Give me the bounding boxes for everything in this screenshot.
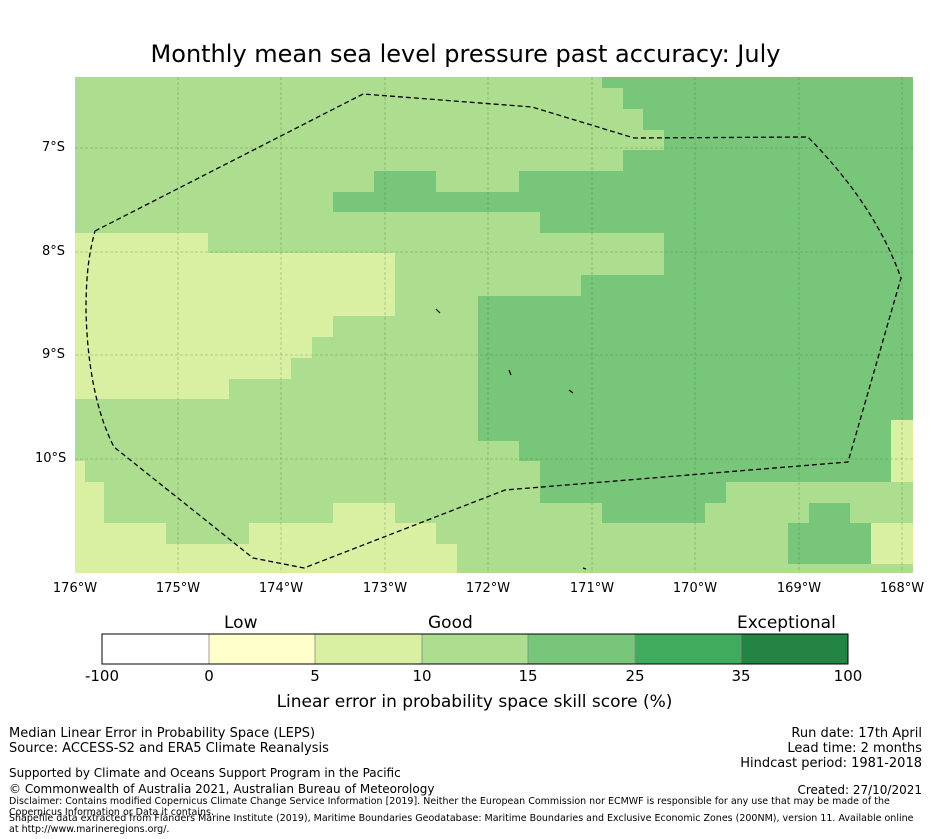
island-atafu [435, 308, 441, 314]
lon-label: 171°W [569, 581, 615, 596]
map-title: Monthly mean sea level pressure past acc… [150, 40, 781, 68]
method-text: Median Linear Error in Probability Space… [9, 726, 316, 741]
hindcast-text: Hindcast period: 1981-2018 [740, 756, 922, 771]
lat-label: 7°S [42, 140, 66, 155]
colorbar-tick: 25 [625, 667, 645, 685]
colorbar-label: Linear error in probability space skill … [276, 692, 673, 712]
graticule [75, 77, 913, 573]
lat-label: 8°S [42, 244, 66, 259]
support-text: Supported by Climate and Oceans Support … [9, 766, 401, 780]
colorbar-tick: 100 [833, 667, 863, 685]
shapefile-text: Shapefile data extracted from Flanders M… [9, 813, 914, 835]
lon-label: 176°W [52, 581, 98, 596]
colorbar-tick: 0 [204, 667, 214, 685]
islands [435, 308, 587, 570]
colorbar-category-exceptional: Exceptional [737, 613, 836, 633]
source-text: Source: ACCESS-S2 and ERA5 Climate Reana… [9, 741, 329, 756]
high-skill-regions [333, 77, 913, 564]
disclaimer-text: Disclaimer: Contains modified Copernicus… [9, 796, 890, 818]
lat-label: 9°S [42, 347, 66, 362]
colorbar-tick: 5 [310, 667, 320, 685]
low-skill-regions [75, 233, 913, 573]
lon-label: 175°W [155, 581, 201, 596]
lon-label: 168°W [879, 581, 925, 596]
island-fakaofo [568, 389, 574, 394]
colorbar-category-good: Good [428, 613, 473, 633]
eez-boundary [85, 93, 902, 569]
lat-label: 10°S [35, 451, 67, 466]
colorbar [101, 633, 849, 665]
colorbar-tick: 35 [731, 667, 751, 685]
colorbar-tick: 15 [518, 667, 538, 685]
created-text: Created: 27/10/2021 [797, 783, 922, 797]
island-swains [582, 567, 587, 570]
island-nukunonu [508, 369, 512, 376]
lon-label: 174°W [258, 581, 304, 596]
run-date-text: Run date: 17th April [791, 726, 922, 741]
copyright-text: © Commonwealth of Australia 2021, Austra… [9, 782, 435, 796]
lead-time-text: Lead time: 2 months [787, 741, 922, 756]
colorbar-tick: 10 [412, 667, 432, 685]
lon-label: 169°W [776, 581, 822, 596]
lon-label: 172°W [465, 581, 511, 596]
lon-label: 170°W [672, 581, 718, 596]
colorbar-tick: -100 [84, 667, 120, 685]
lon-label: 173°W [362, 581, 408, 596]
colorbar-category-low: Low [224, 613, 258, 633]
